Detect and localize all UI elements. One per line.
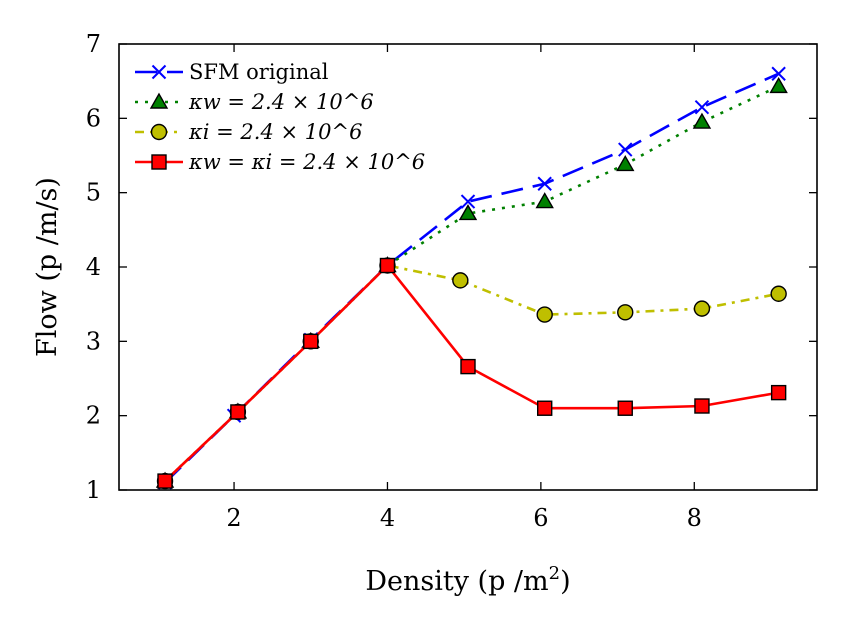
legend-entry-1: SFM original [135, 60, 329, 84]
data-point [616, 155, 635, 172]
marker-stroke [618, 142, 633, 157]
y-tick-label: 4 [86, 253, 101, 281]
legend-entry-2: κw = 2.4 × 10^6 [135, 90, 374, 114]
data-point [618, 142, 633, 157]
x-tick-label: 2 [226, 504, 241, 532]
data-point [770, 384, 787, 401]
data-point [379, 257, 396, 274]
data-point [460, 358, 476, 375]
x-tick-label: 4 [380, 504, 395, 532]
y-tick-label: 5 [86, 179, 101, 207]
data-point [770, 285, 787, 302]
x-axis-label-suffix: ) [560, 566, 571, 597]
legend-marker [149, 92, 169, 109]
data-point [617, 304, 634, 321]
data-point [460, 194, 476, 209]
legend-entry-3: κi = 2.4 × 10^6 [135, 120, 362, 144]
data-point [303, 333, 319, 350]
series-4 [157, 257, 787, 489]
data-point [771, 66, 786, 81]
x-axis-label-main: Density (p /m [365, 566, 548, 597]
data-point [230, 404, 246, 420]
y-tick-label: 6 [86, 104, 101, 132]
data-point [458, 204, 478, 221]
ticks: 2 4 6 8 1 2 3 4 5 6 7 [86, 30, 817, 532]
data-point [693, 300, 711, 317]
data-point [157, 473, 173, 489]
x-axis-label: Density (p /m2) [365, 563, 570, 597]
legend-entry-4: κw = κi = 2.4 × 10^6 [135, 150, 425, 174]
data-point [617, 400, 633, 416]
legend-label: κi = 2.4 × 10^6 [188, 120, 362, 144]
legend-marker [151, 154, 167, 170]
legend: SFM original κw = 2.4 × 10^6 κi = 2.4 × 10… [135, 60, 425, 174]
y-tick-label: 2 [86, 402, 101, 430]
y-tick-label: 3 [86, 327, 101, 355]
data-point [694, 398, 710, 414]
data-point [692, 112, 712, 129]
legend-label: κw = 2.4 × 10^6 [188, 90, 374, 114]
data-point [535, 192, 554, 209]
y-axis-label: Flow (p /m/s) [32, 177, 63, 357]
marker-stroke [460, 194, 476, 209]
marker-stroke [771, 66, 786, 81]
legend-label: SFM original [189, 60, 329, 84]
y-tick-label: 7 [86, 30, 101, 58]
data-point [769, 76, 788, 94]
plot-marks [155, 66, 788, 490]
legend-marker [150, 123, 168, 141]
marker-stroke [151, 64, 167, 80]
data-point [537, 400, 553, 416]
x-tick-label: 6 [533, 504, 548, 532]
data-point [537, 176, 552, 191]
data-point [536, 306, 553, 323]
marker-stroke [694, 99, 710, 115]
data-point [452, 272, 469, 289]
x-axis-label-superscript: 2 [549, 563, 560, 584]
series-line [164, 85, 780, 483]
legend-marker [151, 64, 167, 80]
marker-stroke [537, 176, 552, 191]
x-tick-label: 8 [687, 504, 702, 532]
data-point [694, 99, 710, 115]
legend-label: κw = κi = 2.4 × 10^6 [188, 150, 425, 174]
y-tick-label: 1 [86, 476, 101, 504]
